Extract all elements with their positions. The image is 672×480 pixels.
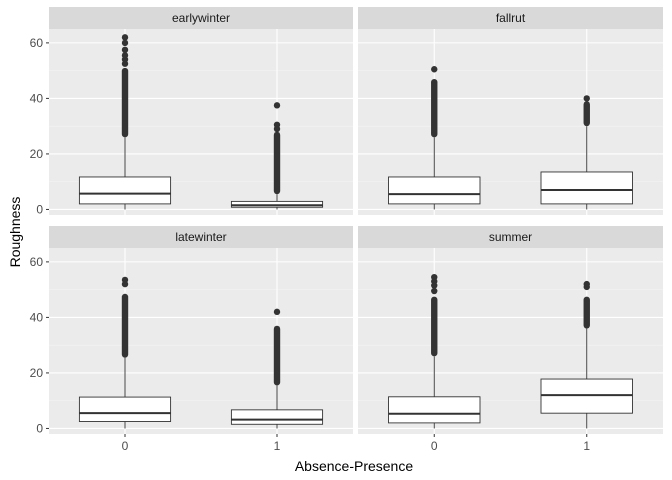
box-earlywinter-0 xyxy=(78,34,172,210)
outlier-point xyxy=(121,46,129,54)
box-iqr xyxy=(78,176,172,205)
x-tick-label: 1 xyxy=(583,439,590,453)
y-tick-label: 20 xyxy=(30,147,44,161)
box-latewinter-0 xyxy=(78,276,172,429)
y-tick-label: 40 xyxy=(30,91,44,105)
y-tick-label: 0 xyxy=(36,421,43,435)
outlier-point xyxy=(431,273,438,281)
outlier-points xyxy=(583,296,590,329)
y-axis-ticks: 0 20 40 60 0 20 40 60 xyxy=(30,36,49,435)
facet-strip-label: latewinter xyxy=(175,230,226,244)
facet-panel-summer: summer xyxy=(358,226,663,434)
facet-strip-label: summer xyxy=(489,230,532,244)
outlier-points xyxy=(431,296,438,357)
outlier-points xyxy=(273,325,281,386)
outlier-point xyxy=(431,66,438,73)
y-tick-label: 40 xyxy=(30,310,44,324)
facet-strip xyxy=(358,226,663,248)
box-fallrut-1 xyxy=(540,95,633,210)
x-axis-ticks: 0 1 0 1 xyxy=(122,434,590,453)
outlier-point xyxy=(121,276,129,284)
outlier-points xyxy=(431,78,438,138)
x-tick-label: 0 xyxy=(122,439,129,453)
outlier-point xyxy=(273,308,281,316)
facet-strip xyxy=(358,7,663,29)
facet-strip-label: fallrut xyxy=(496,11,526,25)
box-iqr xyxy=(230,409,324,425)
outlier-point xyxy=(583,280,590,288)
x-tick-label: 0 xyxy=(431,439,438,453)
box-latewinter-1 xyxy=(230,308,324,429)
outlier-point xyxy=(121,52,129,59)
box-iqr xyxy=(388,176,481,205)
outlier-point xyxy=(431,287,438,295)
facet-panel-fallrut: fallrut xyxy=(358,7,663,215)
outlier-point xyxy=(273,121,281,128)
outlier-points xyxy=(273,131,281,195)
y-tick-label: 0 xyxy=(36,202,43,216)
facet-panel-earlywinter: earlywinter xyxy=(49,7,353,215)
y-axis-title: Roughness xyxy=(7,197,23,268)
y-tick-label: 60 xyxy=(30,36,44,50)
box-iqr xyxy=(388,396,481,424)
facet-panels: earlywinter fallrut latewinter summer xyxy=(49,7,663,434)
y-tick-label: 20 xyxy=(30,366,44,380)
box-iqr xyxy=(78,396,172,422)
outlier-points xyxy=(121,67,129,138)
facet-strip-label: earlywinter xyxy=(172,11,230,25)
outlier-point xyxy=(583,95,590,102)
outlier-point xyxy=(121,39,129,47)
box-summer-0 xyxy=(388,273,481,429)
y-tick-label: 60 xyxy=(30,255,44,269)
outlier-point xyxy=(273,102,281,109)
outlier-points xyxy=(121,293,129,358)
outlier-point xyxy=(121,34,129,41)
facet-panel-latewinter: latewinter xyxy=(49,226,353,434)
x-tick-label: 1 xyxy=(274,439,281,453)
facet-strip xyxy=(49,226,353,248)
box-summer-1 xyxy=(540,280,633,429)
box-fallrut-0 xyxy=(388,66,481,210)
facet-strip xyxy=(49,7,353,29)
box-iqr xyxy=(540,171,633,205)
outlier-points xyxy=(583,101,590,127)
box-earlywinter-1 xyxy=(230,102,324,210)
x-axis-title: Absence-Presence xyxy=(295,458,414,474)
